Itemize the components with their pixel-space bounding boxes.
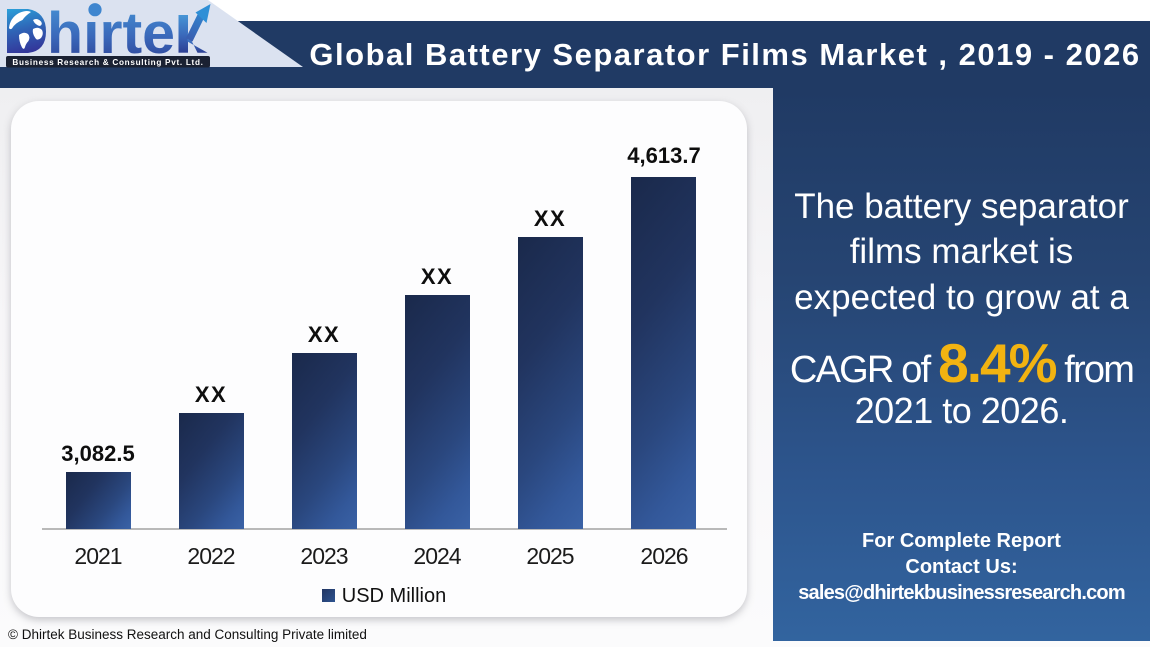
svg-text:hirte: hirte xyxy=(47,1,175,66)
svg-text:Business Research & Consulting: Business Research & Consulting Pvt. Ltd. xyxy=(12,58,203,67)
